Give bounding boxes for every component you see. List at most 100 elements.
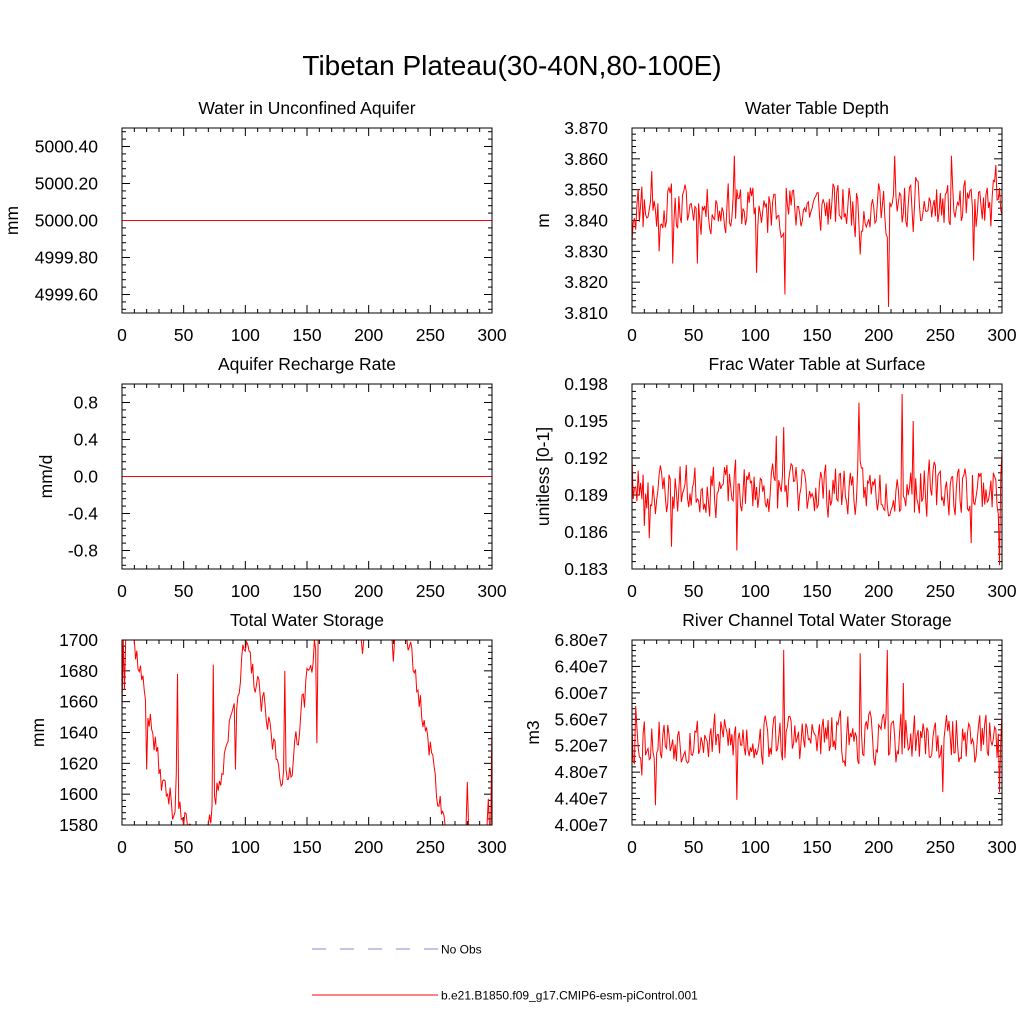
y-tick-label: 5000.40 [35, 137, 99, 157]
x-tick-label: 300 [987, 581, 1016, 601]
x-tick-label: 250 [926, 837, 955, 857]
y-tick-label: 5000.20 [35, 174, 99, 194]
y-tick-label: 1620 [59, 753, 98, 773]
x-tick-label: 50 [684, 837, 704, 857]
x-tick-label: 250 [926, 581, 955, 601]
x-tick-label: 0 [627, 325, 637, 345]
y-tick-label: 0.198 [564, 374, 608, 394]
plot-frame [631, 639, 1003, 826]
panel-1: Water in Unconfined Aquifer mm 0 50 100 150 20… [2, 98, 507, 345]
x-tick-label: 300 [477, 325, 506, 345]
x-tick-label: 150 [802, 325, 831, 345]
x-tick-label: 200 [864, 837, 893, 857]
x-tick-label: 250 [416, 581, 445, 601]
x-tick-label: 300 [987, 325, 1016, 345]
x-tick-label: 100 [231, 581, 260, 601]
x-tick-label: 150 [802, 837, 831, 857]
y-tick-label: 5.20e7 [554, 736, 608, 756]
plot-frame [121, 383, 493, 570]
y-tick-label: 3.830 [564, 241, 608, 261]
y-tick-label: 3.870 [564, 118, 608, 138]
panel-title: River Channel Total Water Storage [682, 610, 951, 630]
panel-3: Aquifer Recharge Rate mm/d 0 50 100 150 200 250… [36, 354, 507, 601]
x-tick-label: 0 [627, 581, 637, 601]
y-tick-label: 1600 [59, 784, 98, 804]
y-tick-label: 0.186 [564, 522, 608, 542]
series-line [631, 649, 1003, 806]
panel-2: Water Table Depth m 0 50 100 150 200 250 300 3.81… [533, 98, 1017, 345]
x-tick-label: 200 [354, 581, 383, 601]
y-tick-label: 6.00e7 [554, 683, 608, 703]
y-tick-label: 5.60e7 [554, 709, 608, 729]
y-axis-label: unitless [0-1] [533, 427, 553, 526]
series-line [631, 155, 1003, 307]
panel-title: Aquifer Recharge Rate [218, 354, 396, 374]
y-axis-label: m3 [523, 720, 543, 744]
y-tick-label: 6.80e7 [554, 630, 608, 650]
panel-title: Water in Unconfined Aquifer [198, 98, 415, 118]
y-tick-label: 1680 [59, 661, 98, 681]
y-tick-label: 0.189 [564, 485, 608, 505]
x-tick-label: 200 [864, 581, 893, 601]
plot-frame [631, 127, 1003, 314]
y-tick-label: 3.840 [564, 211, 608, 231]
y-axis-label: mm [2, 206, 22, 235]
y-tick-label: 0.4 [74, 430, 99, 450]
y-axis-label: m [533, 213, 553, 228]
x-tick-label: 300 [477, 581, 506, 601]
y-tick-label: 4.80e7 [554, 762, 608, 782]
x-tick-label: 200 [864, 325, 893, 345]
x-tick-label: 200 [354, 325, 383, 345]
x-tick-label: 50 [174, 581, 194, 601]
x-tick-label: 0 [627, 837, 637, 857]
x-tick-label: 0 [117, 325, 127, 345]
x-tick-label: 50 [684, 325, 704, 345]
series-line [631, 393, 1003, 566]
figure-title: Tibetan Plateau(30-40N,80-100E) [302, 50, 722, 81]
y-tick-label: 3.860 [564, 149, 608, 169]
x-tick-label: 0 [117, 581, 127, 601]
x-tick-label: 150 [292, 325, 321, 345]
x-tick-label: 50 [684, 581, 704, 601]
y-tick-label: 3.850 [564, 180, 608, 200]
x-tick-label: 300 [987, 837, 1016, 857]
x-tick-label: 150 [292, 581, 321, 601]
y-tick-label: -0.4 [68, 504, 98, 524]
x-tick-label: 250 [926, 325, 955, 345]
y-tick-label: 3.810 [564, 303, 608, 323]
y-tick-label: 1700 [59, 630, 98, 650]
y-tick-label: 0.0 [74, 467, 99, 487]
y-tick-label: 4999.60 [35, 285, 99, 305]
y-tick-label: 0.195 [564, 411, 608, 431]
x-tick-label: 300 [477, 837, 506, 857]
y-tick-label: 3.820 [564, 272, 608, 292]
x-tick-label: 100 [741, 325, 770, 345]
y-tick-label: 0.192 [564, 448, 608, 468]
y-tick-label: 4.00e7 [554, 815, 608, 835]
y-tick-label: 4.40e7 [554, 789, 608, 809]
plot-frame [121, 639, 493, 826]
y-axis-label: mm [28, 718, 48, 747]
x-tick-label: 100 [231, 325, 260, 345]
y-tick-label: 0.183 [564, 559, 608, 579]
y-axis-label: mm/d [36, 455, 56, 499]
panel-title: Total Water Storage [230, 610, 384, 630]
y-tick-label: 1660 [59, 692, 98, 712]
plot-frame [121, 127, 493, 314]
plot-frame [631, 383, 1003, 570]
x-tick-label: 50 [174, 837, 194, 857]
y-tick-label: 4999.80 [35, 248, 99, 268]
x-tick-label: 150 [292, 837, 321, 857]
panel-title: Water Table Depth [745, 98, 889, 118]
x-tick-label: 100 [231, 837, 260, 857]
x-tick-label: 100 [741, 837, 770, 857]
x-tick-label: 100 [741, 581, 770, 601]
x-tick-label: 150 [802, 581, 831, 601]
x-tick-label: 250 [416, 837, 445, 857]
x-tick-label: 200 [354, 837, 383, 857]
x-tick-label: 50 [174, 325, 194, 345]
x-tick-label: 0 [117, 837, 127, 857]
y-tick-label: 5000.00 [35, 211, 99, 231]
